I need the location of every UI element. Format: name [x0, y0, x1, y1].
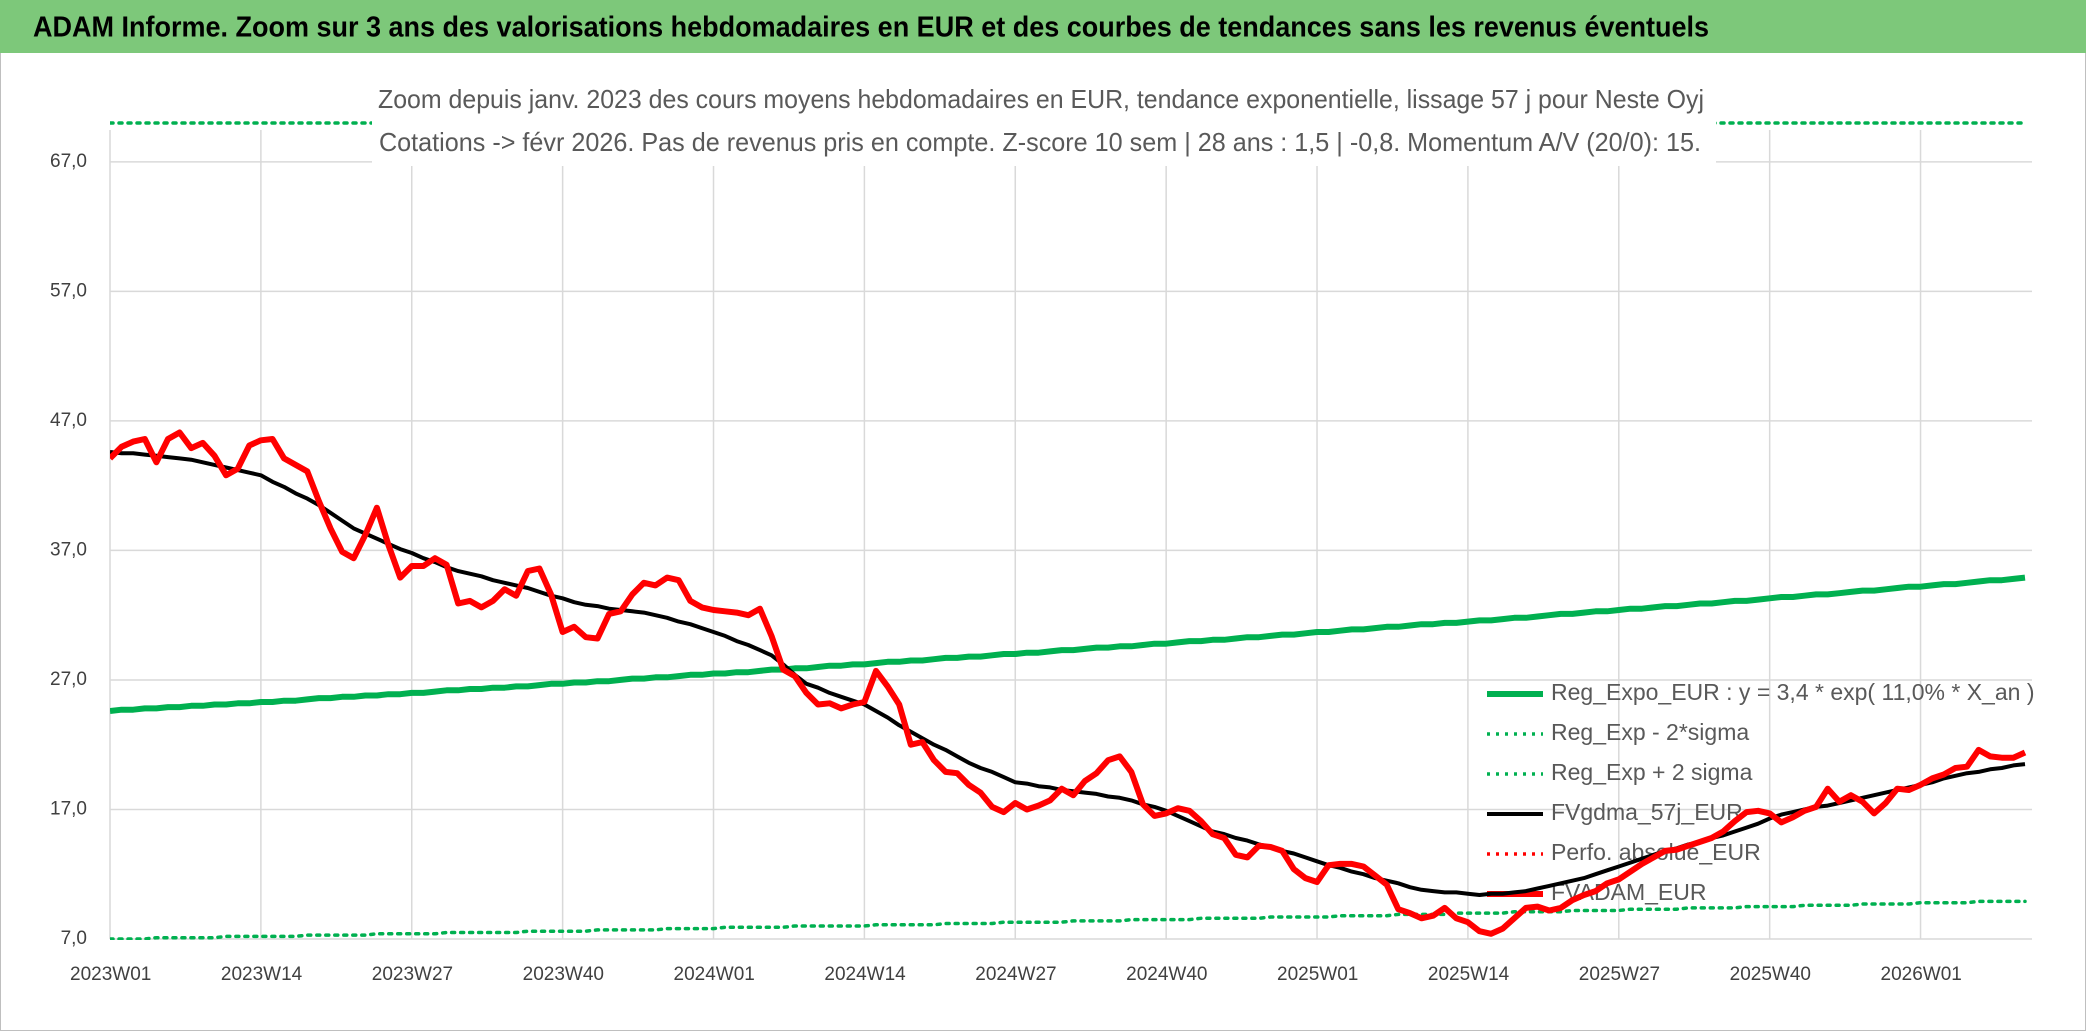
- x-tick-label: 2023W27: [372, 964, 453, 985]
- legend-label: Reg_Exp + 2 sigma: [1551, 759, 1753, 785]
- x-tick-label: 2024W01: [674, 964, 755, 985]
- subtitle: Cotations -> févr 2026. Pas de revenus p…: [379, 127, 1701, 157]
- x-tick-label: 2023W40: [523, 964, 604, 985]
- y-tick-label: 27,0: [50, 669, 87, 690]
- axes: 7,0 17,0 27,0 37,0 47,0 57,0 67,0 2023W01 2023W1…: [50, 151, 1962, 985]
- y-tick-label: 47,0: [50, 410, 87, 431]
- x-tick-label: 2025W27: [1579, 964, 1660, 985]
- x-tick-label: 2024W40: [1126, 964, 1207, 985]
- x-tick-label: 2025W40: [1730, 964, 1811, 985]
- series-line: [110, 899, 2027, 940]
- y-tick-label: 17,0: [50, 798, 87, 819]
- x-tick-label: 2023W14: [221, 964, 303, 985]
- chart-title: ADAM Informe. Zoom sur 3 ans des valoris…: [33, 12, 1709, 44]
- subtitle: Zoom depuis janv. 2023 des cours moyens …: [378, 84, 1704, 114]
- x-tick-label: 2026W01: [1881, 964, 1962, 985]
- x-tick-label: 2024W27: [975, 964, 1056, 985]
- legend-label: FVgdma_57j_EUR: [1551, 799, 1743, 825]
- y-tick-label: 7,0: [61, 928, 87, 949]
- legend-label: Reg_Exp - 2*sigma: [1551, 719, 1749, 745]
- series-line: [110, 574, 2026, 714]
- legend-label: Reg_Expo_EUR : y = 3,4 * exp( 11,0% * X_…: [1551, 679, 2034, 705]
- y-tick-label: 37,0: [50, 539, 87, 560]
- legend: Reg_Expo_EUR : y = 3,4 * exp( 11,0% * X_…: [1487, 679, 2034, 905]
- x-tick-label: 2025W14: [1428, 964, 1510, 985]
- subtitle-box: [372, 78, 1716, 166]
- x-tick-label: 2025W01: [1277, 964, 1358, 985]
- x-tick-label: 2024W14: [824, 964, 906, 985]
- y-tick-label: 67,0: [50, 151, 87, 172]
- y-tick-label: 57,0: [50, 280, 87, 301]
- series-line: [110, 429, 2027, 937]
- x-tick-label: 2023W01: [70, 964, 151, 985]
- title-bar: [0, 0, 2086, 53]
